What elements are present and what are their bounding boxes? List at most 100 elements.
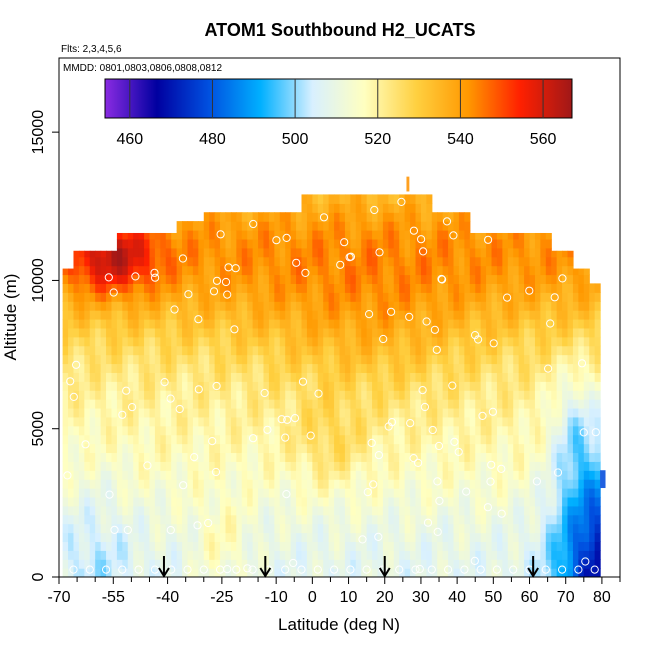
heatmap-cell <box>545 336 552 347</box>
heatmap-cell <box>529 381 536 391</box>
heatmap-cell <box>160 541 167 551</box>
heatmap-cell <box>306 470 313 480</box>
heatmap-cell <box>496 381 503 391</box>
heatmap-cell <box>350 470 357 480</box>
heatmap-cell <box>344 310 351 320</box>
heatmap-cell <box>116 523 123 534</box>
heatmap-cell <box>480 247 487 258</box>
heatmap-cell <box>268 381 275 391</box>
heatmap-cell <box>263 238 270 249</box>
heatmap-cell <box>486 265 493 276</box>
heatmap-cell <box>540 461 547 471</box>
heatmap-cell <box>89 301 96 311</box>
heatmap-cell <box>144 425 151 436</box>
heatmap-cell <box>388 399 395 409</box>
heatmap-cell <box>442 550 449 560</box>
heatmap-cell <box>344 559 351 569</box>
heatmap-cell <box>252 532 259 543</box>
heatmap-cell <box>203 238 210 249</box>
heatmap-cell <box>518 232 525 240</box>
heatmap-cell <box>545 399 552 409</box>
heatmap-cell <box>334 372 341 382</box>
heatmap-cell <box>507 238 514 249</box>
heatmap-cell <box>182 274 189 284</box>
heatmap-cell <box>263 247 270 258</box>
heatmap-cell <box>589 363 596 373</box>
heatmap-cell <box>73 541 80 551</box>
heatmap-cell <box>111 559 118 569</box>
heatmap-cell <box>203 381 210 391</box>
heatmap-cell <box>192 345 199 356</box>
heatmap-cell <box>372 327 379 338</box>
heatmap-cell <box>502 283 509 293</box>
heatmap-cell <box>138 274 145 284</box>
heatmap-cell <box>187 354 194 365</box>
heatmap-cell <box>448 514 455 525</box>
heatmap-cell <box>154 381 161 391</box>
heatmap-cell <box>562 416 569 427</box>
heatmap-cell <box>366 283 373 293</box>
heatmap-cell <box>480 256 487 267</box>
heatmap-cell <box>420 523 427 534</box>
heatmap-cell <box>78 327 85 338</box>
heatmap-cell <box>296 238 303 249</box>
heatmap-cell <box>220 283 227 293</box>
heatmap-cell <box>491 345 498 356</box>
heatmap-cell <box>486 336 493 347</box>
heatmap-cell <box>127 327 134 338</box>
flight-arrow <box>158 556 170 578</box>
heatmap-cell <box>209 452 216 462</box>
heatmap-cell <box>225 336 232 347</box>
heatmap-cell <box>453 568 460 577</box>
heatmap-cell <box>562 372 569 382</box>
heatmap-cell <box>453 363 460 373</box>
heatmap-cell <box>247 265 254 276</box>
observation-point <box>194 315 203 324</box>
heatmap-cell <box>225 283 232 293</box>
heatmap-cell <box>73 274 80 284</box>
heatmap-cell <box>306 238 313 249</box>
observation-point <box>503 293 512 302</box>
observation-point <box>212 276 222 285</box>
heatmap-cell <box>442 514 449 525</box>
heatmap-cell <box>258 532 265 543</box>
heatmap-cell <box>160 452 167 462</box>
heatmap-cell <box>225 327 232 338</box>
heatmap-cell <box>214 399 221 409</box>
heatmap-cell <box>149 256 156 267</box>
heatmap-cell <box>95 381 102 391</box>
heatmap-cell <box>529 247 536 258</box>
heatmap-cell <box>176 310 183 320</box>
heatmap-cell <box>203 336 210 347</box>
heatmap-cell <box>268 372 275 382</box>
heatmap-cell <box>220 470 227 480</box>
heatmap-cell <box>350 443 357 454</box>
heatmap-cell <box>138 399 145 409</box>
heatmap-cell <box>486 461 493 471</box>
heatmap-cell <box>518 425 525 436</box>
heatmap-cell <box>453 354 460 365</box>
heatmap-cell <box>252 336 259 347</box>
heatmap-cell <box>306 194 313 204</box>
heatmap-cell <box>366 523 373 534</box>
heatmap-cell <box>426 452 433 462</box>
heatmap-cell <box>415 292 422 302</box>
heatmap-cell <box>513 523 520 534</box>
observation-point <box>591 428 600 437</box>
heatmap-cell <box>149 550 156 560</box>
heatmap-cell <box>247 345 254 356</box>
heatmap-cell <box>95 434 102 445</box>
heatmap-cell <box>464 399 471 409</box>
heatmap-cell <box>567 550 574 560</box>
heatmap-cell <box>73 514 80 525</box>
heatmap-cell <box>285 238 292 249</box>
heatmap-cell <box>567 541 574 551</box>
heatmap-cell <box>453 407 460 418</box>
heatmap-cell <box>578 461 585 471</box>
heatmap-cell <box>236 283 243 293</box>
heatmap-cell <box>431 283 438 293</box>
heatmap-cell <box>176 390 183 400</box>
heatmap-cell <box>301 532 308 543</box>
heatmap-cell <box>480 232 487 240</box>
heatmap-cell <box>214 221 221 231</box>
